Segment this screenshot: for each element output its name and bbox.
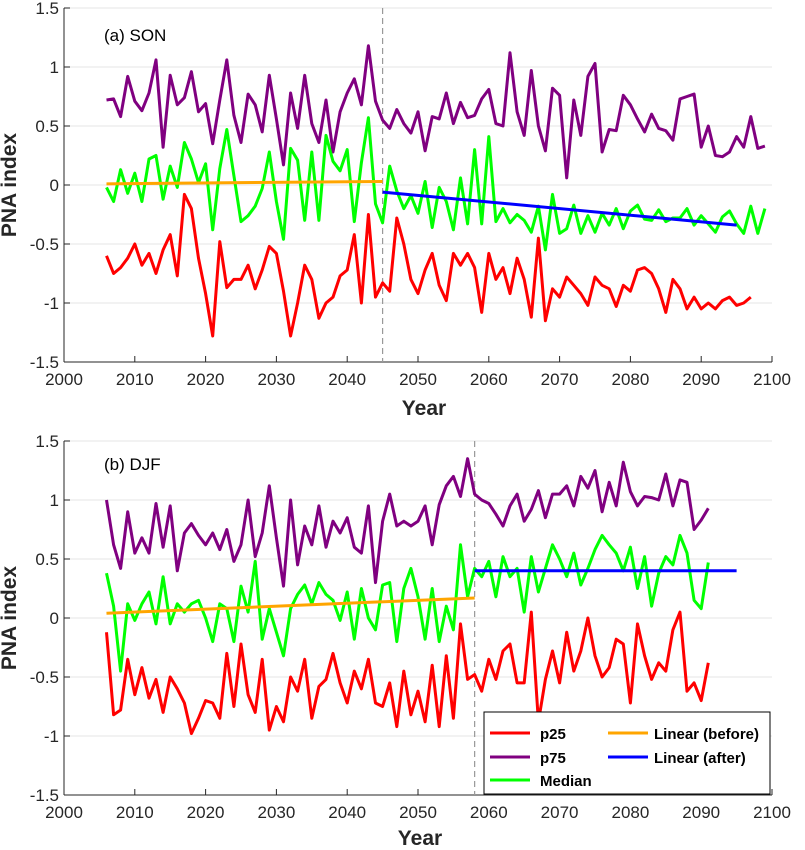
x-tick-label: 2010 bbox=[116, 803, 154, 822]
panel-b-xlabel: Year bbox=[398, 827, 442, 850]
x-tick-label: 2050 bbox=[399, 370, 437, 389]
panel-b-djf: -1.5 -1 -0.5 0 0.5 1 1.5 2000 2010 2020 2030 2040 20… bbox=[0, 432, 791, 850]
legend-box bbox=[483, 711, 771, 795]
legend-label-p75: p75 bbox=[540, 750, 566, 767]
y-tick-label: 0.5 bbox=[35, 550, 59, 569]
y-tick-label: 1.5 bbox=[35, 0, 59, 18]
x-tick-label: 2090 bbox=[682, 370, 720, 389]
legend: p25 p75 Median Linear (before) Linear (a… bbox=[483, 711, 771, 795]
y-tick-label: 0 bbox=[50, 609, 59, 628]
series-line-median bbox=[105, 533, 710, 673]
y-tick-label: -1.5 bbox=[30, 786, 59, 805]
x-tick-label: 2020 bbox=[187, 803, 225, 822]
trend-line-before bbox=[106, 179, 383, 186]
legend-label-p25: p25 bbox=[540, 726, 566, 743]
panel-b-title: (b) DJF bbox=[104, 455, 161, 474]
x-tick-label: 2080 bbox=[611, 370, 649, 389]
y-tick-label: -1.5 bbox=[30, 353, 59, 372]
series-line-p75 bbox=[106, 44, 766, 180]
x-tick-label: 2000 bbox=[45, 370, 83, 389]
y-tick-label: -0.5 bbox=[30, 668, 59, 687]
x-tick-label: 2030 bbox=[257, 370, 295, 389]
x-tick-label: 2100 bbox=[753, 370, 791, 389]
panel-a-son: -1.5 -1 -0.5 0 0.5 1 1.5 2000 2010 2020 2030 2040 20… bbox=[0, 0, 791, 420]
x-tick-label: 2070 bbox=[541, 370, 579, 389]
trend-line-after bbox=[382, 190, 737, 227]
x-tick-label: 2060 bbox=[470, 803, 508, 822]
y-tick-label: 1 bbox=[50, 58, 59, 77]
panel-a-ylabel: PNA index bbox=[0, 133, 21, 238]
legend-label-median: Median bbox=[540, 773, 592, 790]
x-tick-label: 2020 bbox=[187, 370, 225, 389]
series-line-p25 bbox=[105, 610, 710, 736]
y-tick-label: 1 bbox=[50, 491, 59, 510]
x-tick-label: 2040 bbox=[328, 803, 366, 822]
x-tick-label: 2040 bbox=[328, 370, 366, 389]
x-tick-label: 2070 bbox=[541, 803, 579, 822]
x-tick-label: 2080 bbox=[611, 803, 649, 822]
panel-a-grid bbox=[64, 7, 772, 304]
x-tick-label: 2000 bbox=[45, 803, 83, 822]
x-tick-label: 2090 bbox=[682, 803, 720, 822]
panel-b-ylabel: PNA index bbox=[0, 566, 21, 671]
x-tick-label: 2100 bbox=[753, 803, 791, 822]
y-tick-label: -0.5 bbox=[30, 235, 59, 254]
panel-b-series bbox=[105, 441, 737, 795]
y-tick-label: 0.5 bbox=[35, 117, 59, 136]
panel-a-title: (a) SON bbox=[104, 26, 166, 45]
panel-a-ticks: -1.5 -1 -0.5 0 0.5 1 1.5 2000 2010 2020 2030 2040 20… bbox=[30, 0, 791, 389]
y-tick-label: 0 bbox=[50, 176, 59, 195]
x-tick-label: 2010 bbox=[116, 370, 154, 389]
panel-a-series bbox=[105, 8, 767, 362]
legend-label-linear-before: Linear (before) bbox=[654, 726, 759, 743]
y-tick-label: -1 bbox=[44, 727, 59, 746]
series-line-p75 bbox=[105, 457, 710, 588]
series-line-median bbox=[105, 116, 767, 252]
y-tick-label: -1 bbox=[44, 294, 59, 313]
panel-b-ticks: -1.5 -1 -0.5 0 0.5 1 1.5 2000 2010 2020 2030 2040 20… bbox=[30, 432, 791, 822]
y-tick-label: 1.5 bbox=[35, 432, 59, 451]
legend-label-linear-after: Linear (after) bbox=[654, 750, 746, 767]
series-line-p25 bbox=[105, 192, 752, 338]
x-tick-label: 2050 bbox=[399, 803, 437, 822]
x-tick-label: 2030 bbox=[257, 803, 295, 822]
panel-a-xlabel: Year bbox=[402, 397, 446, 420]
trend-line-before bbox=[106, 596, 475, 615]
x-tick-label: 2060 bbox=[470, 370, 508, 389]
